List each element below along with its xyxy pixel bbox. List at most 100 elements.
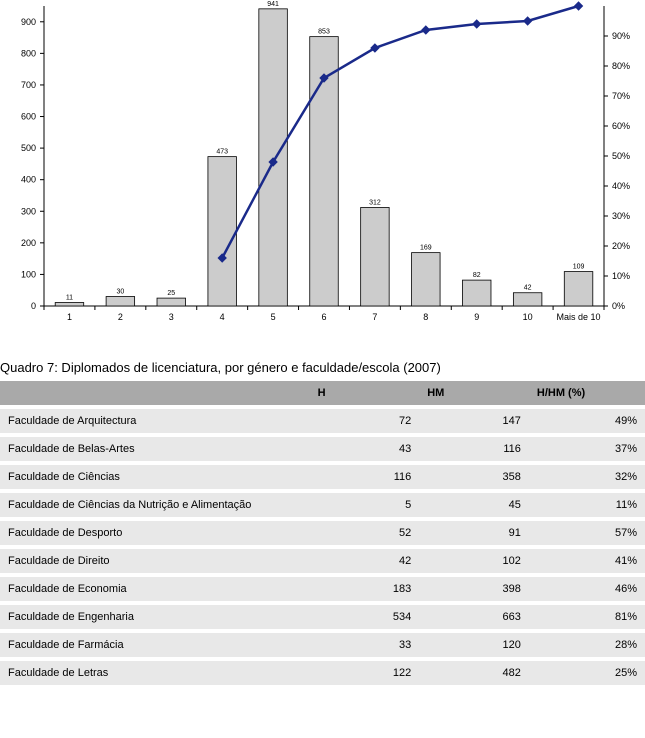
table-header: H/HM (%) (529, 381, 645, 407)
table-header: H (310, 381, 420, 407)
table-cell: Faculdade de Arquitectura (0, 407, 310, 435)
table-cell: 120 (419, 631, 529, 659)
bar (412, 253, 441, 306)
table-cell: 43 (310, 435, 420, 463)
table-row: Faculdade de Belas-Artes4311637% (0, 435, 645, 463)
bar-value-label: 169 (420, 245, 432, 252)
table-row: Faculdade de Arquitectura7214749% (0, 407, 645, 435)
table-row: Faculdade de Ciências11635832% (0, 463, 645, 491)
category-label: 3 (169, 312, 174, 322)
bar-value-label: 25 (167, 290, 175, 297)
bar (208, 157, 237, 306)
bar-value-label: 11 (66, 295, 73, 302)
left-tick-label: 700 (21, 80, 36, 90)
table-row: Faculdade de Ciências da Nutrição e Alim… (0, 491, 645, 519)
bar (513, 293, 542, 306)
table-cell: 33 (310, 631, 420, 659)
table-cell: 28% (529, 631, 645, 659)
table-cell: 116 (419, 435, 529, 463)
table-row: Faculdade de Farmácia3312028% (0, 631, 645, 659)
table-cell: 45 (419, 491, 529, 519)
table-cell: 57% (529, 519, 645, 547)
left-tick-label: 500 (21, 143, 36, 153)
left-tick-label: 300 (21, 206, 36, 216)
bar-value-label: 473 (216, 149, 228, 156)
table-cell: 116 (310, 463, 420, 491)
table-cell: Faculdade de Engenharia (0, 603, 310, 631)
bar-value-label: 941 (267, 1, 279, 8)
table-cell: 25% (529, 659, 645, 685)
diplomados-table: HHMH/HM (%) Faculdade de Arquitectura721… (0, 381, 645, 685)
table-cell: 102 (419, 547, 529, 575)
category-label: 9 (474, 312, 479, 322)
category-label: 6 (321, 312, 326, 322)
bar-value-label: 82 (473, 272, 481, 279)
left-tick-label: 0 (31, 301, 36, 311)
table-cell: Faculdade de Belas-Artes (0, 435, 310, 463)
table-row: Faculdade de Letras12248225% (0, 659, 645, 685)
table-cell: 81% (529, 603, 645, 631)
table-cell: 52 (310, 519, 420, 547)
table-cell: 42 (310, 547, 420, 575)
category-label: 10 (523, 312, 533, 322)
bar-value-label: 853 (318, 29, 330, 36)
table-row: Faculdade de Desporto529157% (0, 519, 645, 547)
bar-value-label: 30 (116, 289, 124, 296)
table-cell: 32% (529, 463, 645, 491)
left-tick-label: 200 (21, 238, 36, 248)
table-row: Faculdade de Direito4210241% (0, 547, 645, 575)
table-cell: 5 (310, 491, 420, 519)
table-cell: 358 (419, 463, 529, 491)
table-cell: Faculdade de Direito (0, 547, 310, 575)
right-tick-label: 50% (612, 151, 630, 161)
category-label: Mais de 10 (557, 312, 601, 322)
bar (55, 303, 84, 306)
table-cell: Faculdade de Desporto (0, 519, 310, 547)
table-cell: 11% (529, 491, 645, 519)
line-marker (422, 26, 430, 34)
table-cell: Faculdade de Farmácia (0, 631, 310, 659)
bar (564, 272, 593, 306)
right-tick-label: 80% (612, 61, 630, 71)
table-cell: 183 (310, 575, 420, 603)
table-cell: Faculdade de Economia (0, 575, 310, 603)
table-cell: 46% (529, 575, 645, 603)
table-cell: 482 (419, 659, 529, 685)
table-cell: 91 (419, 519, 529, 547)
table-cell: 147 (419, 407, 529, 435)
bar (462, 280, 491, 306)
bar-value-label: 109 (573, 264, 585, 271)
table-cell: 41% (529, 547, 645, 575)
bar (361, 207, 390, 306)
table-cell: 122 (310, 659, 420, 685)
left-tick-label: 100 (21, 269, 36, 279)
table-cell: 534 (310, 603, 420, 631)
left-tick-label: 900 (21, 17, 36, 27)
right-tick-label: 40% (612, 181, 630, 191)
bar (157, 298, 186, 306)
line-marker (473, 20, 481, 28)
category-label: 4 (220, 312, 225, 322)
table-cell: 663 (419, 603, 529, 631)
category-label: 2 (118, 312, 123, 322)
left-tick-label: 600 (21, 112, 36, 122)
category-label: 8 (423, 312, 428, 322)
table-row: Faculdade de Economia18339846% (0, 575, 645, 603)
right-tick-label: 20% (612, 241, 630, 251)
line-marker (575, 2, 583, 10)
table-cell: Faculdade de Letras (0, 659, 310, 685)
right-tick-label: 0% (612, 301, 625, 311)
right-tick-label: 70% (612, 91, 630, 101)
table-header (0, 381, 310, 407)
bar-value-label: 312 (369, 199, 381, 206)
category-label: 7 (372, 312, 377, 322)
table-cell: Faculdade de Ciências da Nutrição e Alim… (0, 491, 310, 519)
table-row: Faculdade de Engenharia53466381% (0, 603, 645, 631)
table-cell: 398 (419, 575, 529, 603)
bar-line-chart: 01002003004005006007008009000%10%20%30%4… (0, 0, 645, 340)
table-cell: 72 (310, 407, 420, 435)
right-tick-label: 10% (612, 271, 630, 281)
right-tick-label: 30% (612, 211, 630, 221)
table-cell: 37% (529, 435, 645, 463)
left-tick-label: 400 (21, 175, 36, 185)
